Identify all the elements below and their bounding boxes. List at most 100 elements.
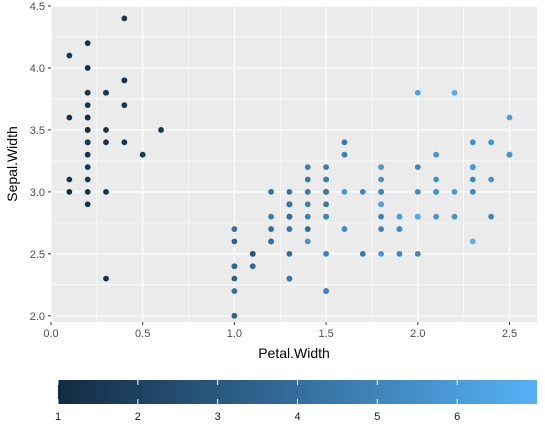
y-tick-label: 3.0 (30, 187, 45, 199)
data-point (323, 201, 329, 208)
data-point (249, 250, 256, 257)
data-point (231, 226, 238, 232)
data-point (341, 188, 348, 195)
data-point (304, 164, 311, 170)
data-point (66, 114, 73, 121)
data-point (304, 238, 311, 245)
legend-tick-label: 3 (215, 411, 221, 423)
y-tick-label: 2.5 (30, 249, 45, 261)
data-point (231, 275, 238, 282)
y-tick-label: 3.5 (30, 125, 45, 137)
data-point (488, 213, 495, 220)
data-point (378, 164, 385, 170)
data-point (304, 188, 311, 195)
data-point (84, 102, 91, 109)
data-point (378, 176, 385, 183)
data-point (231, 312, 238, 319)
data-point (469, 139, 476, 146)
x-tick-label: 1.0 (227, 328, 242, 340)
legend-tick-label: 1 (55, 411, 61, 423)
color-legend: 1 2 3 4 5 6 (55, 380, 537, 423)
x-tick-label: 1.5 (318, 328, 333, 340)
data-point (414, 188, 421, 195)
data-point (268, 238, 274, 245)
data-point (341, 139, 348, 146)
data-point (66, 176, 73, 183)
data-point (84, 151, 91, 158)
y-tick-label: 4.5 (30, 1, 45, 13)
data-point (378, 226, 385, 232)
data-point (469, 176, 476, 183)
data-point (414, 250, 421, 257)
data-point (84, 114, 91, 121)
data-point (103, 127, 109, 133)
legend-tick-label: 2 (135, 411, 141, 423)
data-point (469, 238, 476, 245)
data-point (268, 226, 274, 232)
data-point (84, 201, 91, 208)
data-point (103, 188, 109, 195)
data-point (396, 250, 403, 257)
points-layer (66, 15, 513, 319)
data-point (396, 226, 403, 232)
data-point (84, 89, 91, 96)
data-point (84, 127, 91, 133)
data-point (469, 188, 476, 195)
data-point (249, 263, 256, 270)
y-axis: 2.0 2.5 3.0 3.5 4.0 4.5 (30, 1, 51, 323)
data-point (121, 139, 128, 146)
data-point (414, 164, 421, 170)
x-tick-label: 0.5 (135, 328, 150, 340)
data-point (84, 188, 91, 195)
y-tick-label: 2.0 (30, 311, 45, 323)
x-axis: 0.0 0.5 1.0 1.5 2.0 2.5 (43, 322, 517, 340)
data-point (304, 226, 311, 232)
data-point (268, 213, 274, 220)
data-point (286, 201, 293, 208)
data-point (103, 139, 109, 146)
data-point (323, 188, 329, 195)
data-point (323, 164, 329, 170)
x-tick-label: 2.0 (410, 328, 425, 340)
grid-minor (51, 6, 537, 322)
data-point (341, 226, 348, 232)
data-point (231, 263, 238, 270)
data-point (84, 176, 91, 183)
data-point (451, 89, 458, 96)
y-axis-title: Sepal.Width (4, 126, 20, 201)
legend-tick-label: 5 (374, 411, 380, 423)
data-point (286, 213, 293, 220)
legend-ticks: 1 2 3 4 5 6 (55, 380, 460, 423)
data-point (84, 40, 91, 47)
data-point (359, 250, 366, 257)
data-point (121, 77, 128, 84)
data-point (378, 188, 385, 195)
data-point (506, 114, 513, 121)
data-point (506, 151, 513, 158)
data-point (121, 15, 128, 22)
data-point (323, 213, 329, 220)
data-point (103, 89, 109, 96)
data-point (414, 213, 421, 220)
data-point (286, 250, 293, 257)
grid-major (50, 5, 537, 322)
data-point (433, 213, 440, 220)
data-point (359, 188, 366, 195)
x-tick-label: 2.5 (502, 328, 517, 340)
data-point (84, 164, 91, 170)
data-point (66, 52, 73, 59)
data-point (433, 151, 440, 158)
data-point (304, 176, 311, 183)
data-point (84, 139, 91, 146)
data-point (66, 188, 73, 195)
data-point (341, 151, 348, 158)
data-point (231, 288, 238, 294)
x-axis-title: Petal.Width (258, 345, 330, 361)
data-point (286, 275, 293, 282)
data-point (121, 102, 128, 109)
data-point (451, 213, 458, 220)
legend-tick-label: 6 (454, 411, 460, 423)
data-point (433, 188, 440, 195)
